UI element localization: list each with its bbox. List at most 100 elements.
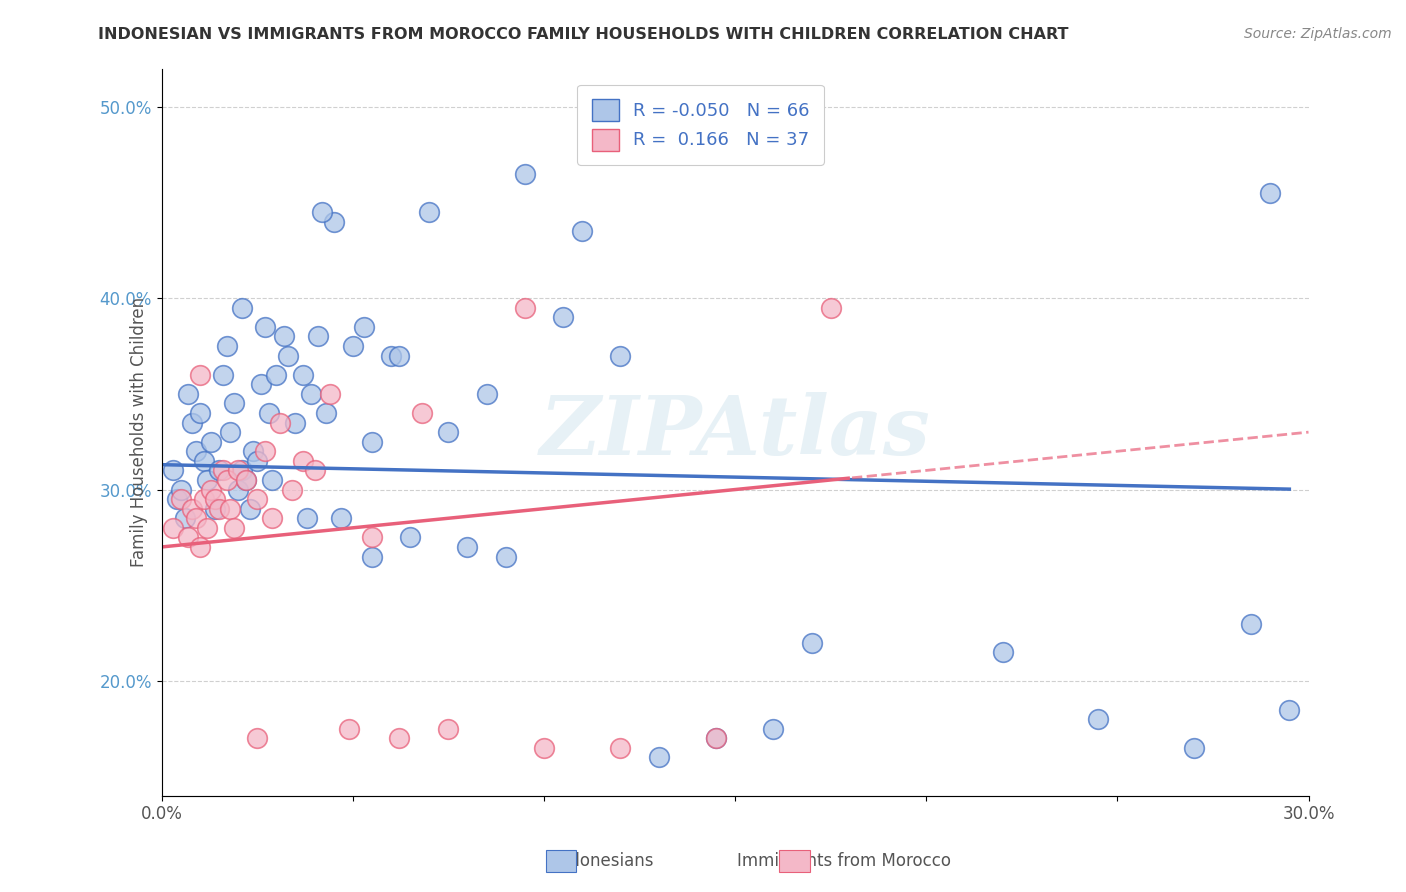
Point: [193, 492, 215, 507]
Point: [211, 463, 233, 477]
Point: [238, 501, 260, 516]
Y-axis label: Family Households with Children: Family Households with Children: [129, 297, 148, 567]
Point: [257, 406, 280, 420]
Point: [1087, 712, 1109, 726]
Point: [188, 406, 211, 420]
Point: [170, 483, 193, 497]
Point: [292, 454, 315, 468]
Point: [226, 463, 249, 477]
Text: Source: ZipAtlas.com: Source: ZipAtlas.com: [1244, 27, 1392, 41]
Point: [269, 416, 291, 430]
Text: ZIPAtlas: ZIPAtlas: [540, 392, 931, 472]
Point: [411, 406, 433, 420]
Point: [609, 740, 631, 755]
Point: [235, 473, 257, 487]
Point: [311, 205, 333, 219]
Point: [181, 416, 204, 430]
Point: [495, 549, 517, 564]
Point: [273, 329, 295, 343]
Point: [211, 368, 233, 382]
Point: [1240, 616, 1263, 631]
Point: [388, 731, 411, 746]
Point: [193, 454, 215, 468]
Point: [242, 444, 264, 458]
Point: [177, 530, 200, 544]
Point: [475, 387, 498, 401]
Point: [330, 511, 353, 525]
Point: [704, 731, 727, 746]
Point: [250, 377, 273, 392]
Point: [551, 310, 574, 325]
Point: [609, 349, 631, 363]
Point: [1182, 740, 1205, 755]
Point: [188, 540, 211, 554]
Point: [342, 339, 364, 353]
Point: [246, 492, 269, 507]
Point: [315, 406, 337, 420]
Point: [299, 387, 322, 401]
Point: [162, 463, 184, 477]
Point: [215, 339, 238, 353]
Point: [360, 434, 382, 449]
Point: [388, 349, 411, 363]
Point: [170, 492, 193, 507]
Point: [226, 483, 249, 497]
Point: [647, 750, 669, 764]
Point: [262, 473, 284, 487]
Point: [360, 530, 382, 544]
Point: [1258, 186, 1281, 200]
Point: [800, 635, 823, 649]
Point: [162, 521, 184, 535]
Point: [181, 501, 204, 516]
Legend: R = -0.050   N = 66, R =  0.166   N = 37: R = -0.050 N = 66, R = 0.166 N = 37: [578, 85, 824, 165]
Point: [418, 205, 440, 219]
Point: [353, 319, 375, 334]
Point: [319, 387, 342, 401]
Point: [399, 530, 422, 544]
Point: [295, 511, 318, 525]
Point: [246, 454, 269, 468]
Point: [188, 368, 211, 382]
Point: [284, 416, 307, 430]
Point: [219, 501, 242, 516]
Point: [184, 444, 207, 458]
Point: [177, 387, 200, 401]
Text: Indonesians: Indonesians: [555, 852, 654, 870]
Point: [360, 549, 382, 564]
Point: [231, 463, 253, 477]
Text: INDONESIAN VS IMMIGRANTS FROM MOROCCO FAMILY HOUSEHOLDS WITH CHILDREN CORRELATIO: INDONESIAN VS IMMIGRANTS FROM MOROCCO FA…: [98, 27, 1069, 42]
Point: [280, 483, 302, 497]
Point: [262, 511, 284, 525]
Point: [204, 501, 226, 516]
Point: [322, 214, 344, 228]
Point: [208, 501, 231, 516]
Point: [184, 511, 207, 525]
Point: [304, 463, 326, 477]
Point: [215, 473, 238, 487]
Point: [208, 463, 231, 477]
Point: [513, 167, 536, 181]
Point: [197, 473, 219, 487]
Text: Immigrants from Morocco: Immigrants from Morocco: [737, 852, 950, 870]
Point: [456, 540, 478, 554]
Point: [277, 349, 299, 363]
Point: [173, 511, 195, 525]
Point: [820, 301, 842, 315]
Point: [204, 492, 226, 507]
Point: [224, 396, 246, 410]
Point: [197, 521, 219, 535]
Point: [437, 425, 460, 439]
Point: [704, 731, 727, 746]
Point: [200, 434, 222, 449]
Point: [991, 645, 1014, 659]
Point: [264, 368, 287, 382]
Point: [571, 224, 593, 238]
Point: [219, 425, 242, 439]
Point: [235, 473, 257, 487]
Point: [253, 444, 276, 458]
Point: [762, 722, 785, 736]
Point: [437, 722, 460, 736]
Point: [200, 483, 222, 497]
Point: [1278, 703, 1301, 717]
Point: [292, 368, 315, 382]
